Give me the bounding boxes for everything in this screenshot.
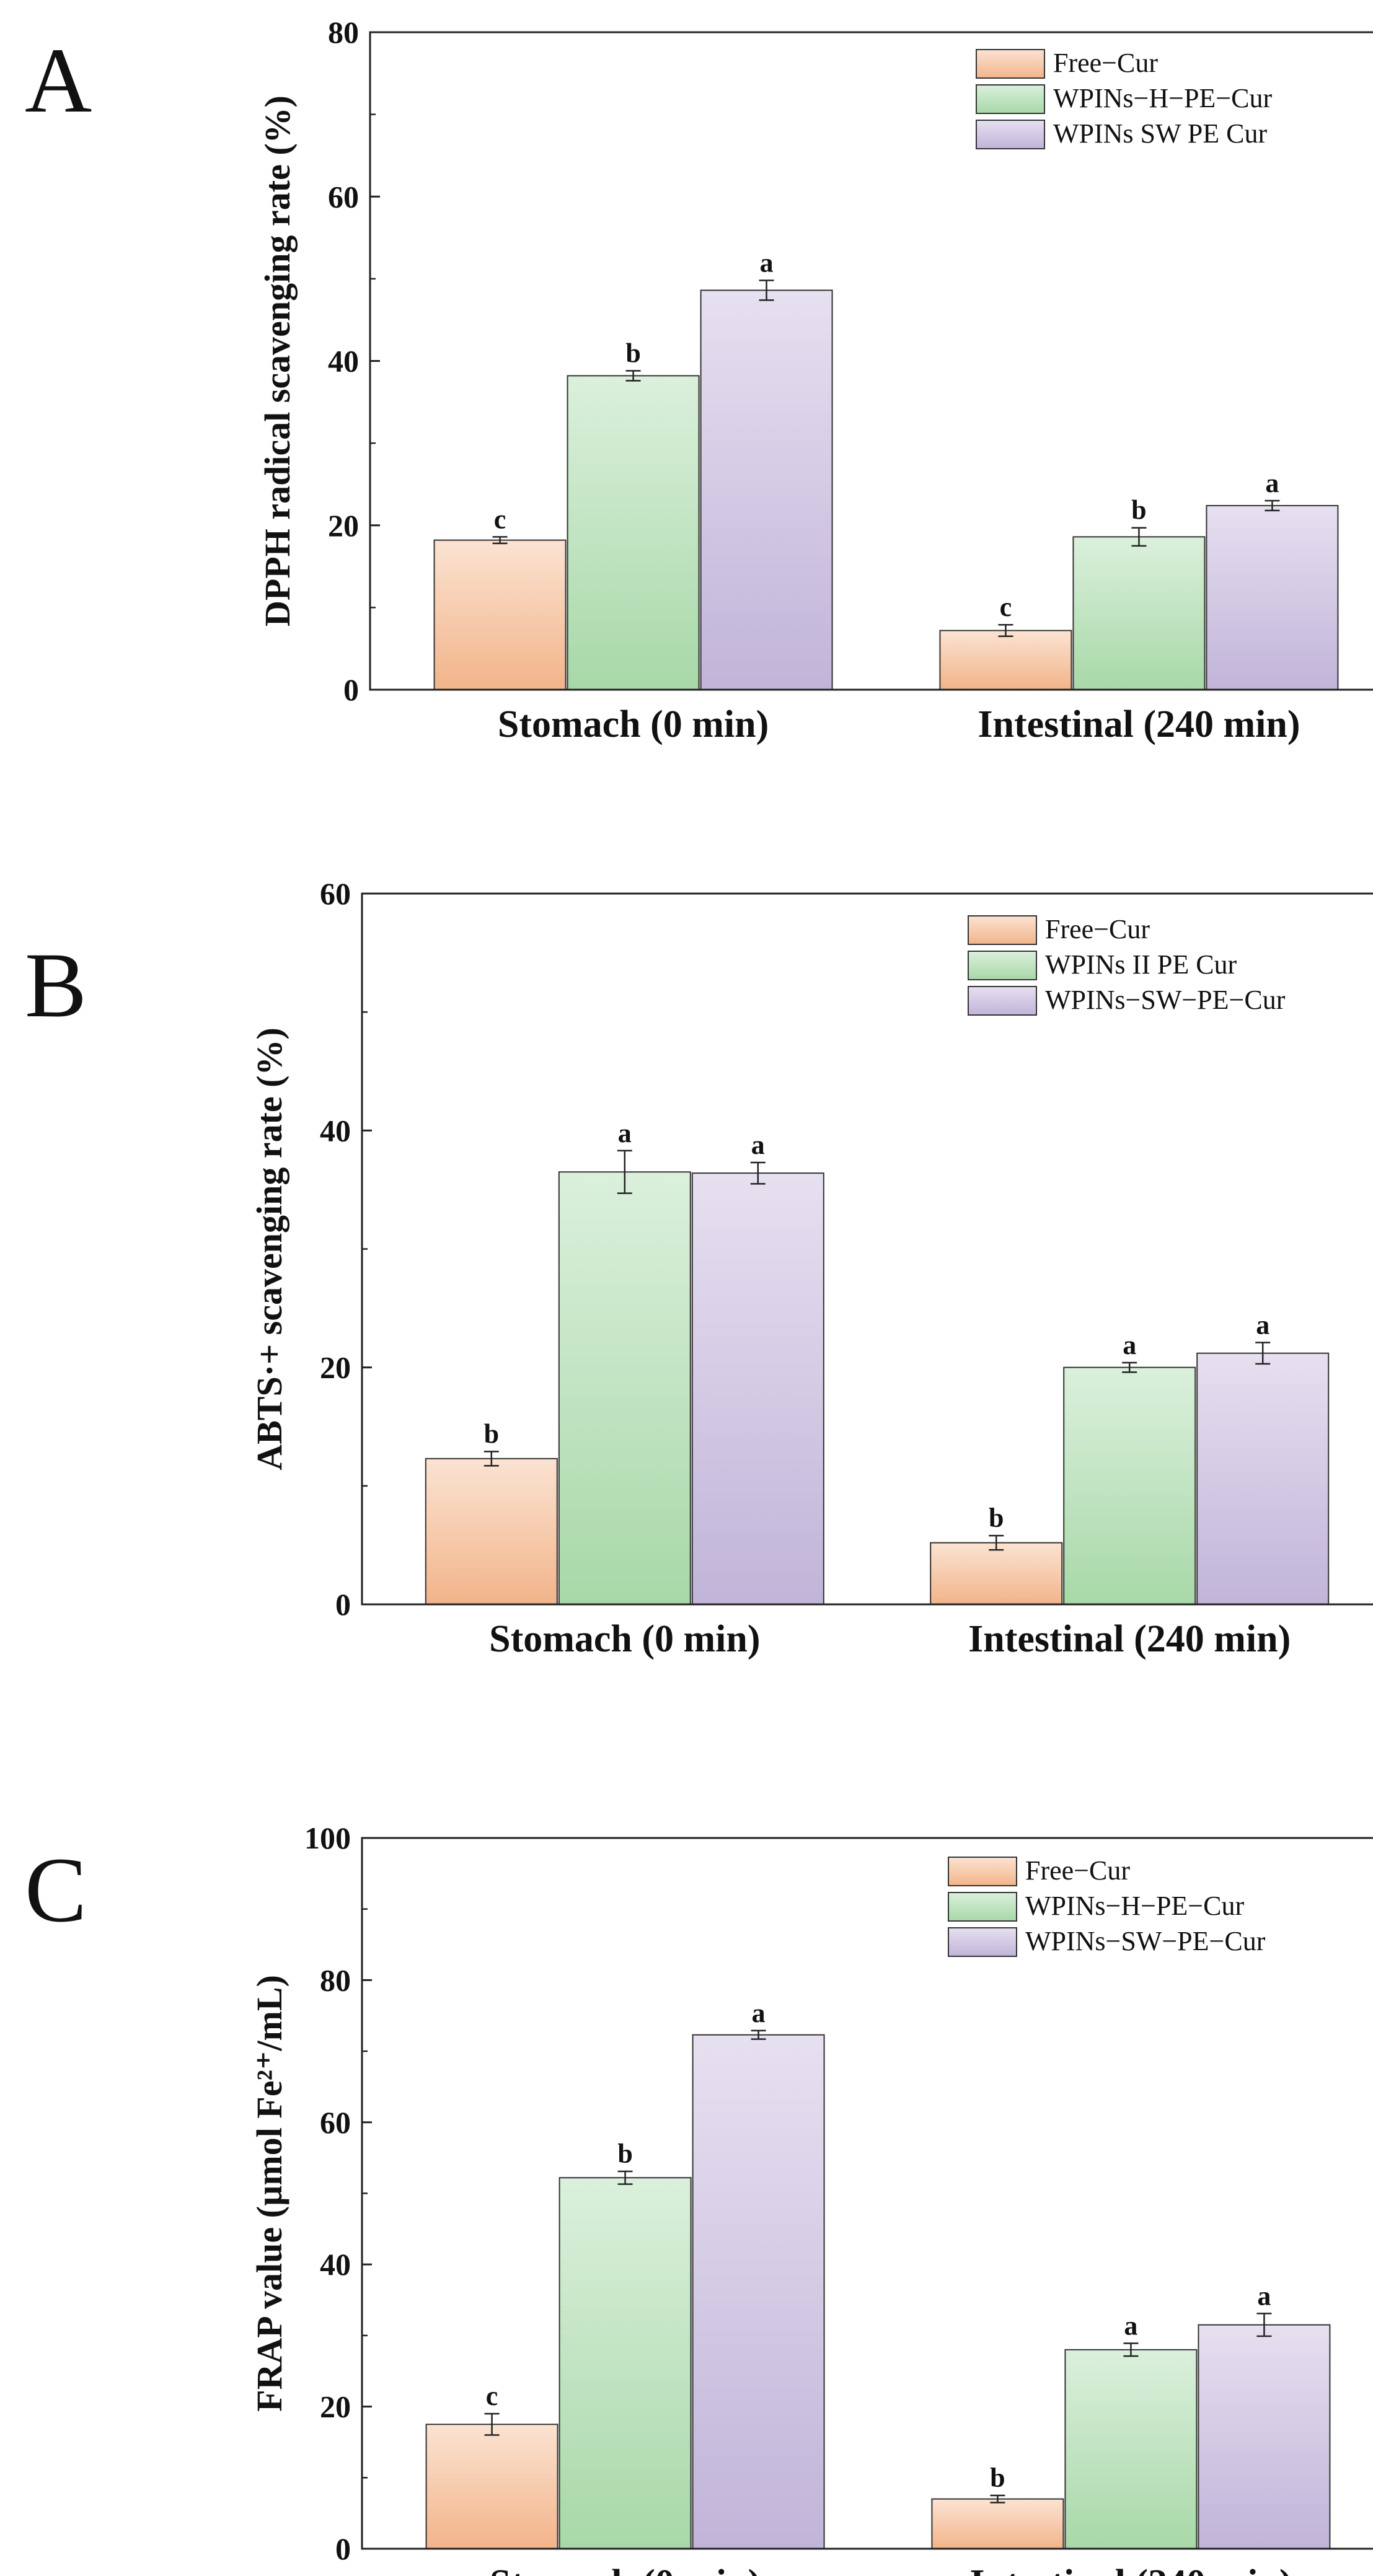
panel-letter: A [25, 29, 92, 132]
y-tick-label: 0 [335, 2531, 351, 2566]
y-axis-title: DPPH radical scavenging rate (%) [257, 95, 298, 626]
y-tick-label: 40 [320, 1113, 351, 1148]
legend-swatch [948, 1927, 1017, 1957]
significance-label: b [990, 2463, 1005, 2493]
legend-label: WPINs II PE Cur [1045, 949, 1237, 980]
y-tick-label: 80 [328, 15, 359, 50]
significance-label: a [760, 248, 774, 278]
bar [691, 1172, 824, 1605]
significance-label: c [494, 504, 506, 534]
legend-label: Free−Cur [1025, 1855, 1130, 1886]
y-tick-label: 20 [328, 508, 359, 543]
legend-swatch [968, 915, 1037, 945]
panel-letter: B [25, 934, 87, 1037]
x-tick-label: Stomach (0 min) [490, 2562, 761, 2576]
significance-label: c [1000, 592, 1012, 622]
significance-label: b [484, 1418, 499, 1449]
significance-label: b [617, 2139, 632, 2169]
significance-label: b [989, 1503, 1004, 1533]
legend-label: Free−Cur [1053, 48, 1158, 78]
y-tick-label: 100 [304, 1821, 351, 1855]
legend-label: WPINs−H−PE−Cur [1053, 83, 1272, 113]
y-tick-label: 20 [320, 1350, 351, 1385]
legend-swatch [976, 49, 1045, 79]
bar [1064, 2349, 1198, 2550]
x-tick-label: Stomach (0 min) [498, 703, 769, 745]
significance-label: a [1256, 1310, 1269, 1340]
bar [1063, 1366, 1196, 1606]
significance-label: b [625, 338, 640, 368]
bar [700, 289, 833, 690]
legend-label: WPINs SW PE Cur [1053, 118, 1267, 149]
significance-label: a [751, 1130, 765, 1160]
bar [425, 2424, 558, 2549]
significance-label: c [486, 2381, 498, 2411]
significance-label: a [1265, 468, 1279, 498]
panel-letter: C [25, 1839, 87, 1941]
legend-swatch [968, 986, 1037, 1016]
legend-label: WPINs−SW−PE−Cur [1025, 1926, 1266, 1956]
y-tick-label: 40 [320, 2247, 351, 2282]
bar [1198, 2324, 1331, 2550]
bar [558, 1171, 691, 1606]
bar [567, 375, 700, 690]
x-tick-label: Intestinal (240 min) [968, 1618, 1291, 1660]
significance-label: a [752, 1998, 766, 2028]
chart-panel-c: Cc b a Stomach (0 min) b a a Intestinal (240 mi… [25, 1821, 1373, 2576]
legend-swatch [968, 951, 1037, 980]
significance-label: a [1124, 2311, 1137, 2341]
y-tick-label: 20 [320, 2389, 351, 2424]
legend-swatch [948, 1857, 1017, 1886]
bar [930, 1542, 1063, 1605]
x-tick-label: Intestinal (240 min) [978, 703, 1300, 745]
bar [433, 539, 567, 690]
y-tick-label: 60 [320, 876, 351, 911]
bar [1072, 536, 1206, 690]
x-tick-label: Intestinal (240 min) [969, 2562, 1292, 2576]
y-tick-label: 40 [328, 344, 359, 379]
bar [1206, 504, 1339, 690]
chart-panel-a: Ac b a Stomach (0 min) c b a Intestinal (240 mi… [25, 15, 1373, 745]
bar [939, 630, 1072, 691]
legend-swatch [948, 1892, 1017, 1922]
chart-panel-b: Bb a a Stomach (0 min) b a a Intestinal (240 mi… [25, 876, 1373, 1660]
significance-label: a [1257, 2280, 1271, 2311]
bar [1196, 1352, 1330, 1605]
y-tick-label: 0 [335, 1587, 351, 1622]
legend-label: Free−Cur [1045, 914, 1150, 944]
y-axis-title: ABTS·+ scavenging rate (%) [249, 1027, 289, 1470]
y-tick-label: 60 [328, 179, 359, 214]
legend-swatch [976, 84, 1045, 114]
x-tick-label: Stomach (0 min) [489, 1618, 760, 1660]
bar [931, 2498, 1064, 2549]
y-tick-label: 0 [343, 672, 359, 707]
significance-label: a [618, 1118, 632, 1148]
bar [558, 2177, 692, 2550]
significance-label: a [1123, 1330, 1136, 1360]
legend-label: WPINs−H−PE−Cur [1025, 1891, 1244, 1921]
y-tick-label: 80 [320, 1963, 351, 1997]
bar [692, 2034, 825, 2549]
legend-swatch [976, 120, 1045, 149]
significance-label: b [1131, 495, 1146, 525]
bar [425, 1457, 558, 1605]
y-axis-title: FRAP value (µmol Fe²⁺/mL) [249, 1975, 289, 2412]
y-tick-label: 60 [320, 2105, 351, 2140]
legend-label: WPINs−SW−PE−Cur [1045, 985, 1286, 1015]
